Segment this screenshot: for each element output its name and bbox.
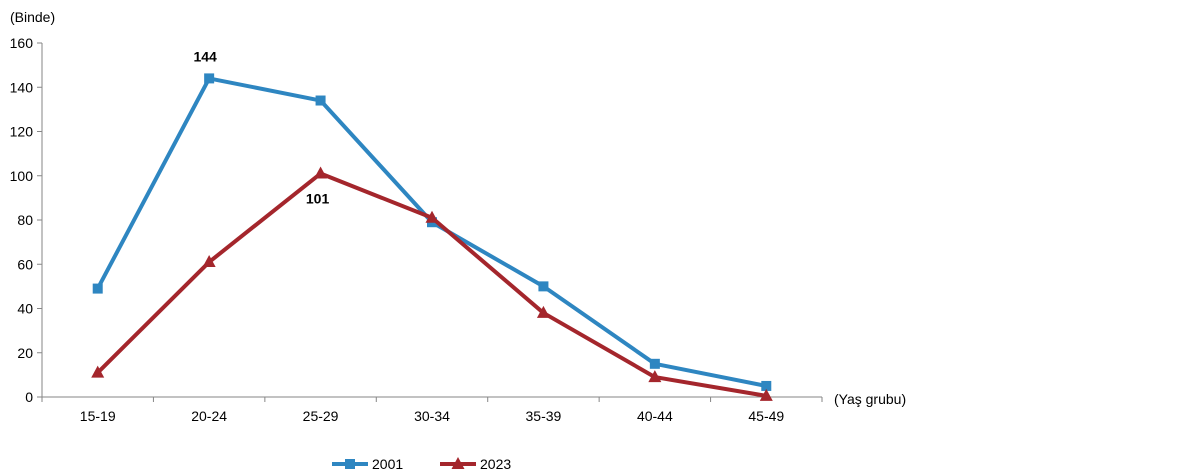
y-tick-label: 40 [17,301,33,317]
data-label-2001: 144 [193,48,217,64]
data-point-2023 [536,305,550,318]
data-point-2023 [425,210,439,223]
data-point-2001 [204,73,215,84]
legend-marker [451,457,465,469]
data-point-2023 [91,365,105,378]
legend: 2001 2023 [332,456,511,472]
x-tick-label: 45-49 [748,408,784,424]
y-tick-label: 120 [10,124,34,140]
legend-item-2023: 2023 [440,456,511,472]
y-tick-label: 60 [17,256,33,272]
data-point-2001 [761,380,772,391]
legend-label: 2001 [372,456,403,472]
data-point-2001 [649,358,660,369]
data-point-2023 [202,255,216,268]
x-tick-label: 25-29 [303,408,339,424]
data-point-2001 [315,95,326,106]
y-tick-label: 140 [10,79,34,95]
y-tick-label: 80 [17,212,33,228]
legend-marker [345,459,355,469]
y-tick-label: 160 [10,35,34,51]
series-line-2001 [95,76,767,388]
x-tick-label: 35-39 [526,408,562,424]
series-2023: 101 [91,166,773,401]
y-tick-label: 20 [17,345,33,361]
data-label-2023: 101 [306,191,330,207]
x-tick-label: 30-34 [414,408,450,424]
y-tick-label: 0 [25,389,33,405]
data-point-2023 [314,166,328,179]
x-axis-unit-label: (Yaş grubu) [834,391,906,407]
y-tick-label: 100 [10,168,34,184]
x-tick-label: 40-44 [637,408,673,424]
data-point-2001 [92,283,103,294]
series-line-2023 [96,171,767,398]
legend-item-2001: 2001 [332,456,403,472]
x-tick-label: 20-24 [191,408,227,424]
data-point-2023 [759,388,773,401]
series-layer: 144 101 [91,48,773,401]
data-point-2023 [648,370,662,383]
legend-label: 2023 [480,456,511,472]
axes: 0 20 40 60 80 100 120 140 160 15-19 20-24 25-29 30-3… [10,35,823,424]
x-tick-label: 15-19 [80,408,116,424]
data-point-2001 [538,281,549,292]
y-axis-unit-label: (Binde) [10,9,55,25]
